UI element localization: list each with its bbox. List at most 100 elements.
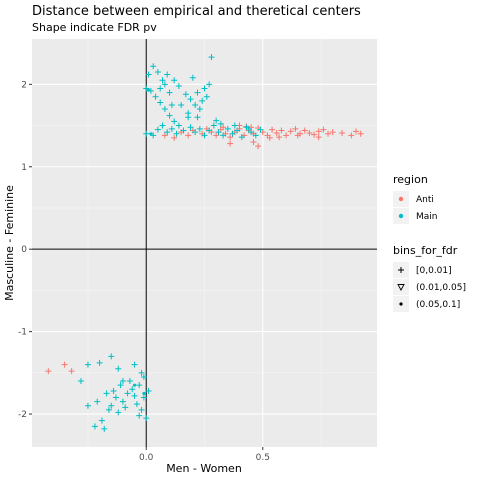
data-point: [206, 81, 213, 88]
data-point: [227, 134, 234, 141]
data-point: [255, 143, 262, 150]
data-point: [320, 126, 327, 133]
data-point: [143, 85, 150, 92]
data-point: [154, 68, 161, 75]
data-point: [173, 130, 180, 137]
data-point: [149, 132, 153, 136]
legend-key: [393, 279, 409, 295]
data-point: [91, 423, 98, 430]
chart-title: Distance between empirical and theretica…: [32, 4, 361, 19]
data-point: [157, 85, 164, 92]
y-tick-label: -1: [18, 328, 27, 338]
data-point: [110, 387, 117, 394]
data-point: [61, 361, 68, 368]
data-point: [131, 361, 138, 368]
data-point: [339, 129, 346, 136]
data-point: [208, 54, 215, 61]
data-point: [129, 386, 136, 393]
data-point: [84, 361, 91, 368]
data-point: [187, 124, 194, 131]
data-point: [301, 127, 308, 134]
legend-key-symbol: [398, 267, 404, 273]
data-point: [159, 77, 166, 84]
x-tick-label: 0.5: [256, 453, 270, 463]
data-point: [77, 378, 84, 385]
legend-label: (0.01,0.05]: [416, 283, 466, 293]
axis-ticks: 0.0 0.5 -2 -1 0 1 2: [18, 80, 270, 463]
data-point: [115, 365, 122, 372]
data-point: [101, 425, 108, 432]
data-point: [315, 128, 322, 135]
data-point: [252, 132, 259, 139]
data-point: [248, 129, 255, 136]
data-point: [348, 132, 355, 139]
data-point: [306, 129, 313, 136]
data-point: [220, 132, 227, 139]
data-point: [150, 63, 157, 70]
data-point: [108, 353, 115, 360]
data-point: [108, 402, 115, 409]
y-tick-label: 2: [21, 80, 27, 90]
data-point: [145, 71, 152, 78]
data-point: [325, 130, 332, 137]
data-point: [143, 130, 150, 137]
data-point: [115, 409, 122, 416]
data-point: [171, 77, 178, 84]
data-point: [203, 93, 210, 100]
y-tick-label: 1: [21, 163, 27, 173]
data-point: [112, 394, 119, 401]
legend-title: region: [393, 173, 428, 186]
data-point: [201, 132, 208, 139]
data-point: [161, 132, 168, 139]
data-point: [175, 82, 182, 89]
data-point: [152, 93, 159, 100]
legend-title: bins_for_fdr: [393, 244, 458, 257]
legend-label: Anti: [416, 195, 434, 205]
data-point: [140, 373, 147, 380]
data-point: [185, 132, 192, 139]
data-point: [84, 402, 91, 409]
y-tick-label: -2: [18, 410, 27, 420]
x-axis-title: Men - Women: [166, 462, 242, 475]
data-point: [138, 369, 145, 376]
data-point: [234, 127, 241, 134]
data-point: [185, 114, 192, 121]
data-point: [168, 101, 175, 108]
data-point: [278, 127, 285, 134]
data-point: [217, 120, 224, 127]
data-point: [136, 412, 143, 419]
data-point: [311, 131, 318, 138]
data-point: [136, 382, 143, 389]
data-point: [122, 404, 129, 411]
data-point: [142, 391, 146, 396]
data-point: [138, 406, 145, 413]
data-point: [357, 130, 364, 137]
data-point: [182, 91, 189, 98]
data-point: [315, 134, 322, 141]
data-point: [150, 132, 157, 139]
data-point: [269, 126, 276, 133]
data-point: [159, 122, 166, 129]
legend-label: [0,0.01]: [416, 266, 452, 276]
data-point: [96, 359, 103, 366]
data-point: [143, 415, 150, 422]
data-point: [196, 106, 203, 113]
data-point: [103, 390, 110, 397]
data-point: [292, 125, 299, 132]
data-point: [229, 130, 236, 137]
data-point: [224, 125, 231, 132]
data-point: [238, 134, 245, 141]
data-point: [161, 106, 168, 113]
data-point: [175, 122, 182, 129]
chart-subtitle: Shape indicate FDR pv: [32, 21, 157, 34]
legend: region Anti Main bins_for_fdr [0,0.01] (0.01,…: [393, 173, 466, 312]
data-point: [68, 368, 75, 375]
data-point: [250, 139, 257, 146]
reference-lines: [32, 39, 377, 447]
data-point: [266, 134, 273, 141]
data-point: [187, 96, 194, 103]
y-tick-label: 0: [21, 245, 27, 255]
data-point: [94, 398, 101, 405]
data-point: [145, 387, 152, 394]
